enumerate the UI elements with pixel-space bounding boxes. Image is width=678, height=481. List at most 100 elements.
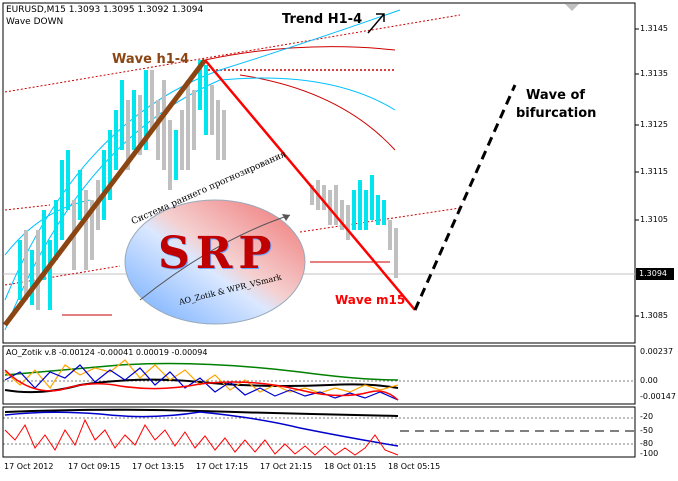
indicator2-level: -20 bbox=[640, 412, 654, 421]
bar bbox=[78, 170, 82, 220]
ao-green-line bbox=[4, 362, 399, 381]
bar bbox=[340, 200, 344, 230]
bar bbox=[150, 70, 154, 130]
time-label: 18 Oct 01:15 bbox=[324, 462, 377, 471]
bar bbox=[180, 110, 184, 170]
channel-bottom-line bbox=[4, 265, 121, 286]
bar bbox=[24, 230, 28, 300]
channel-lower-line-left bbox=[4, 204, 51, 211]
bar bbox=[108, 130, 112, 200]
time-label: 18 Oct 05:15 bbox=[388, 462, 441, 471]
bar bbox=[394, 228, 398, 278]
ao-blue-line bbox=[4, 364, 399, 401]
ao-red-line bbox=[4, 369, 399, 401]
wpr-blue-line bbox=[4, 411, 399, 447]
bar bbox=[126, 100, 130, 170]
srp-logo bbox=[124, 199, 306, 325]
current-price-tag: 1.3094 bbox=[636, 268, 674, 280]
indicator2-level: -50 bbox=[640, 426, 654, 435]
indicator2-level: -100 bbox=[640, 449, 659, 458]
bar bbox=[370, 175, 374, 220]
bar bbox=[346, 205, 350, 240]
indicator1-title: AO_Zotik v.8 -0.00124 -0.00041 0.00019 -… bbox=[6, 348, 208, 357]
time-label: 17 Oct 09:15 bbox=[68, 462, 121, 471]
main-chart-frame bbox=[2, 2, 636, 344]
bar bbox=[60, 160, 64, 240]
trend-arrowhead-icon bbox=[376, 13, 385, 22]
bar bbox=[162, 80, 166, 170]
bar bbox=[222, 110, 226, 160]
bar bbox=[210, 85, 214, 135]
indicator1-lines bbox=[3, 359, 635, 401]
bar bbox=[102, 150, 106, 220]
trend-arrow-icon bbox=[367, 13, 385, 34]
bar bbox=[376, 195, 380, 225]
bar bbox=[186, 80, 190, 170]
price-label: 1.3105 bbox=[640, 215, 668, 224]
bar bbox=[358, 180, 362, 230]
bar bbox=[120, 80, 124, 150]
bar bbox=[18, 240, 22, 300]
price-label: 1.3115 bbox=[640, 167, 668, 176]
chart-symbol-header: EURUSD,M15 1.3093 1.3095 1.3092 1.3094 bbox=[6, 5, 204, 15]
channel-upper-line bbox=[4, 14, 461, 93]
time-label: 17 Oct 2012 bbox=[4, 462, 54, 471]
bar bbox=[144, 70, 148, 150]
bar bbox=[42, 210, 46, 280]
logo-ellipse bbox=[124, 199, 306, 325]
time-label: 17 Oct 17:15 bbox=[196, 462, 249, 471]
wave-m15-line bbox=[204, 59, 416, 311]
bar bbox=[114, 110, 118, 170]
bar bbox=[204, 65, 208, 135]
bar bbox=[30, 250, 34, 305]
bar bbox=[90, 200, 94, 260]
envelope-middle-curve bbox=[239, 74, 396, 151]
indicator1-level: -0.00147 bbox=[640, 392, 676, 401]
bar bbox=[364, 190, 368, 230]
bar bbox=[36, 230, 40, 310]
wpr-red-line bbox=[4, 418, 399, 456]
logo-arrow-icon bbox=[139, 214, 291, 301]
price-bars bbox=[18, 60, 398, 310]
indicator1-level: 0.00 bbox=[640, 376, 658, 385]
bar bbox=[168, 120, 172, 190]
price-axis-ticks bbox=[635, 28, 639, 317]
bar bbox=[192, 90, 196, 150]
indicator2-lines bbox=[3, 408, 635, 456]
indicator-name-label: Wave DOWN bbox=[6, 17, 64, 27]
price-label: 1.3135 bbox=[640, 69, 668, 78]
bar bbox=[310, 185, 314, 205]
bar bbox=[48, 240, 52, 310]
envelope-upper-curve bbox=[204, 46, 396, 61]
bar bbox=[84, 190, 88, 270]
bar bbox=[132, 90, 136, 150]
bar bbox=[54, 200, 58, 260]
bar bbox=[388, 220, 392, 250]
price-label: 1.3085 bbox=[640, 311, 668, 320]
bar bbox=[382, 200, 386, 225]
bar bbox=[216, 100, 220, 160]
trend-label: Trend H1-4 bbox=[282, 12, 363, 27]
bar bbox=[138, 95, 142, 155]
bar bbox=[352, 190, 356, 230]
bar bbox=[174, 130, 178, 180]
price-label: 1.3125 bbox=[640, 120, 668, 129]
wave-m15-label: Wave m15 bbox=[335, 293, 406, 307]
wave-h1-label: Wave h1-4 bbox=[112, 52, 190, 67]
time-label: 17 Oct 13:15 bbox=[132, 462, 185, 471]
bar bbox=[66, 150, 70, 210]
indicator2-level: -80 bbox=[640, 439, 654, 448]
bar bbox=[198, 60, 202, 110]
wave-bifurcation-label-1: Wave of bbox=[526, 88, 586, 103]
bar bbox=[156, 100, 160, 160]
bar bbox=[334, 185, 338, 225]
time-label: 17 Oct 21:15 bbox=[260, 462, 313, 471]
wave-h1-line bbox=[3, 58, 207, 327]
chart-shift-marker-icon[interactable] bbox=[565, 4, 579, 11]
price-label: 1.3145 bbox=[640, 24, 668, 33]
wave-bifurcation-label-2: bifurcation bbox=[516, 106, 597, 121]
ao-orange-line bbox=[4, 359, 399, 394]
wpr-black-line bbox=[4, 408, 399, 417]
